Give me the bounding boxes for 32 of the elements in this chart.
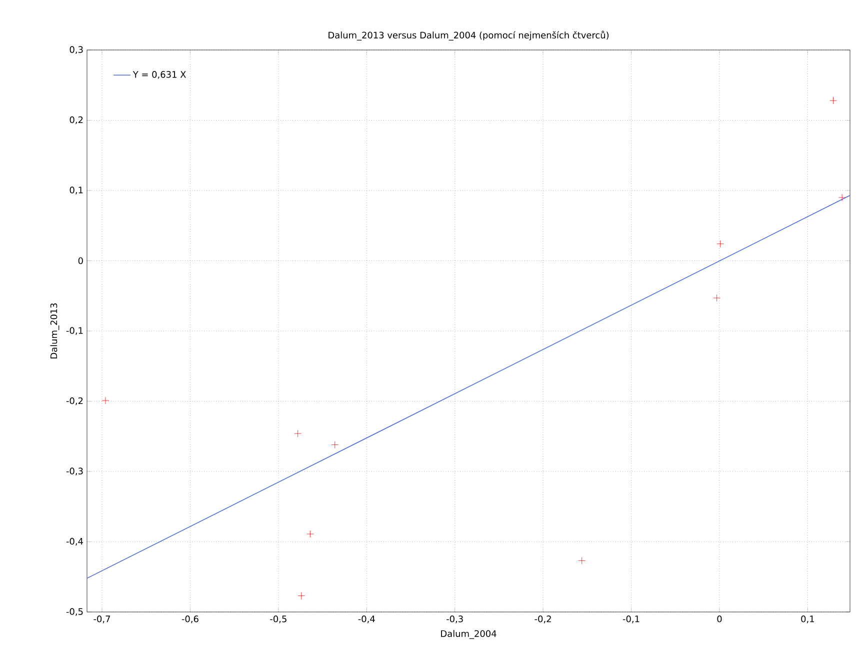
y-tick-label: 0,2	[70, 116, 83, 124]
x-tick-label: -0,1	[622, 616, 640, 624]
y-tick-label: -0,2	[66, 397, 83, 406]
point	[294, 430, 302, 438]
x-tick-label: -0,5	[270, 616, 286, 624]
x-tick-label: -0,4	[358, 616, 375, 624]
point	[716, 240, 724, 248]
y-tick-label: 0	[78, 257, 83, 264]
x-tick-label: -0,7	[94, 616, 110, 624]
point	[102, 396, 110, 404]
point	[830, 96, 837, 104]
y-tick-label: -0,3	[66, 468, 83, 476]
y-tick-label: -0,4	[66, 538, 83, 546]
y-tick-label: 0,3	[70, 46, 83, 54]
x-tick-label: -0,6	[182, 616, 198, 624]
x-tick-label: -0,3	[446, 616, 463, 624]
chart-title: Dalum_2013 versus Dalum_2004 (pomocí nejmenších čtverců)	[328, 30, 609, 40]
point	[838, 194, 846, 202]
point	[306, 530, 314, 538]
y-tick-label: 0,1	[70, 186, 83, 194]
y-tick-label: -0,1	[66, 327, 83, 335]
x-tick-label: 0,1	[801, 616, 814, 624]
x-tick-label: -0,2	[534, 616, 551, 624]
point	[578, 557, 586, 564]
x-tick-label: 0	[717, 616, 722, 622]
y-axis-title: Dalum_2013	[50, 303, 60, 358]
point	[713, 294, 721, 302]
legend-label: Y = 0,631 X	[132, 71, 186, 79]
point	[298, 592, 306, 600]
x-axis-title: Dalum_2004	[441, 630, 496, 639]
y-tick-label: -0,5	[66, 608, 83, 616]
point	[331, 441, 339, 448]
